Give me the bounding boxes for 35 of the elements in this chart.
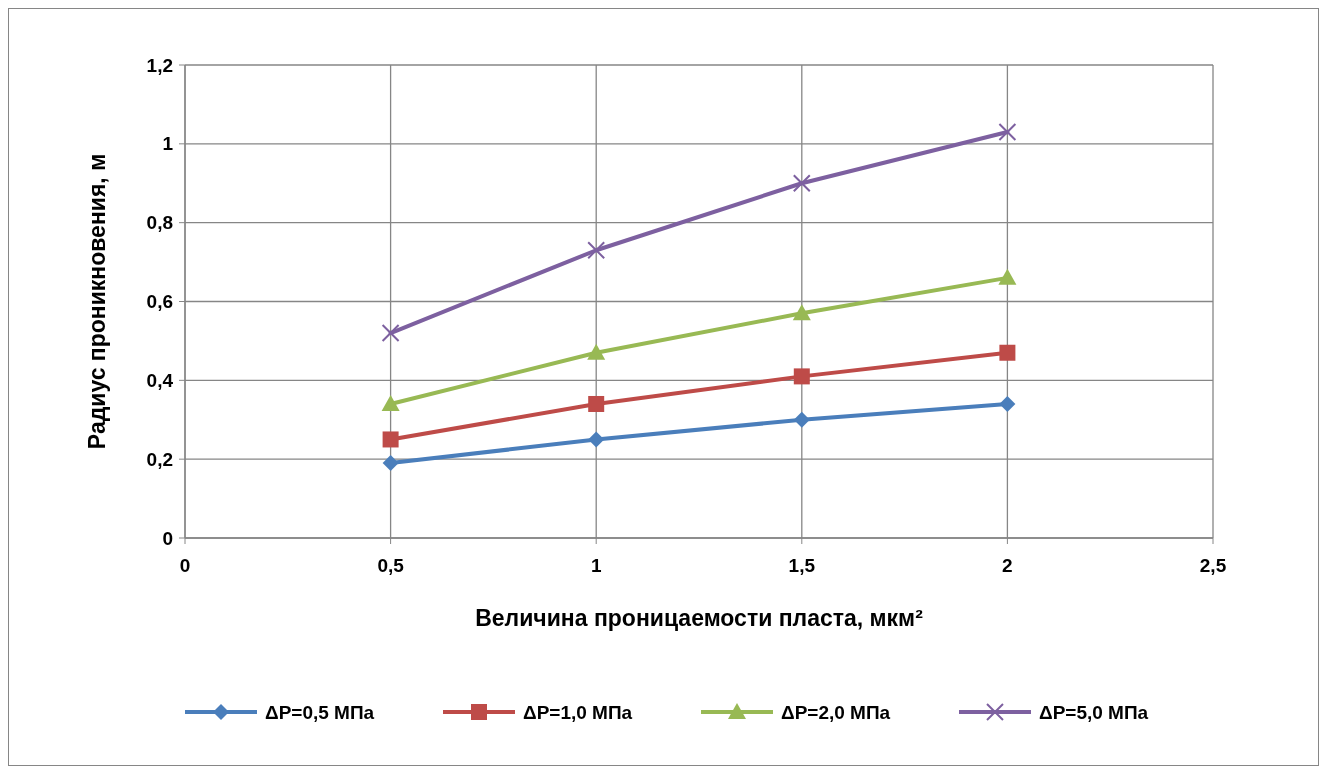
point <box>588 395 605 412</box>
y-tick-label: 0,4 <box>146 369 174 391</box>
x-tick-label: 1,5 <box>788 555 816 576</box>
point <box>792 304 811 321</box>
x-tick-label: 0,5 <box>377 555 405 576</box>
point <box>381 394 400 411</box>
point <box>999 395 1016 412</box>
point <box>999 344 1016 361</box>
point <box>998 268 1017 285</box>
y-axis-title: Радиус проникновения, м <box>84 153 110 450</box>
y-tick-label: 1,2 <box>146 54 173 76</box>
legend-label: ΔP=5,0 МПа <box>1039 701 1149 723</box>
legend-label: ΔP=2,0 МПа <box>781 701 891 723</box>
y-tick-label: 0,8 <box>146 212 173 234</box>
point <box>588 431 605 448</box>
y-tick-label: 0,2 <box>146 448 173 470</box>
point <box>793 411 810 428</box>
y-tick-label: 1 <box>162 133 174 155</box>
legend-label: ΔP=1,0 МПа <box>523 701 633 723</box>
x-tick-label: 1 <box>590 555 602 576</box>
y-tick-label: 0,6 <box>146 291 173 313</box>
x-tick-label: 2 <box>1002 555 1013 576</box>
point <box>587 343 606 360</box>
point <box>587 241 606 260</box>
x-axis-title: Величина проницаемости пласта, мкм² <box>475 605 924 631</box>
point <box>382 431 399 448</box>
y-tick-label: 0 <box>162 527 173 549</box>
legend-label: ΔP=0,5 МПа <box>265 701 375 723</box>
point <box>381 324 400 343</box>
point <box>793 368 810 385</box>
x-tick-label: 2,5 <box>1199 555 1227 576</box>
point <box>998 123 1017 142</box>
point <box>792 174 811 193</box>
point <box>382 455 399 472</box>
x-tick-label: 0 <box>179 555 191 576</box>
